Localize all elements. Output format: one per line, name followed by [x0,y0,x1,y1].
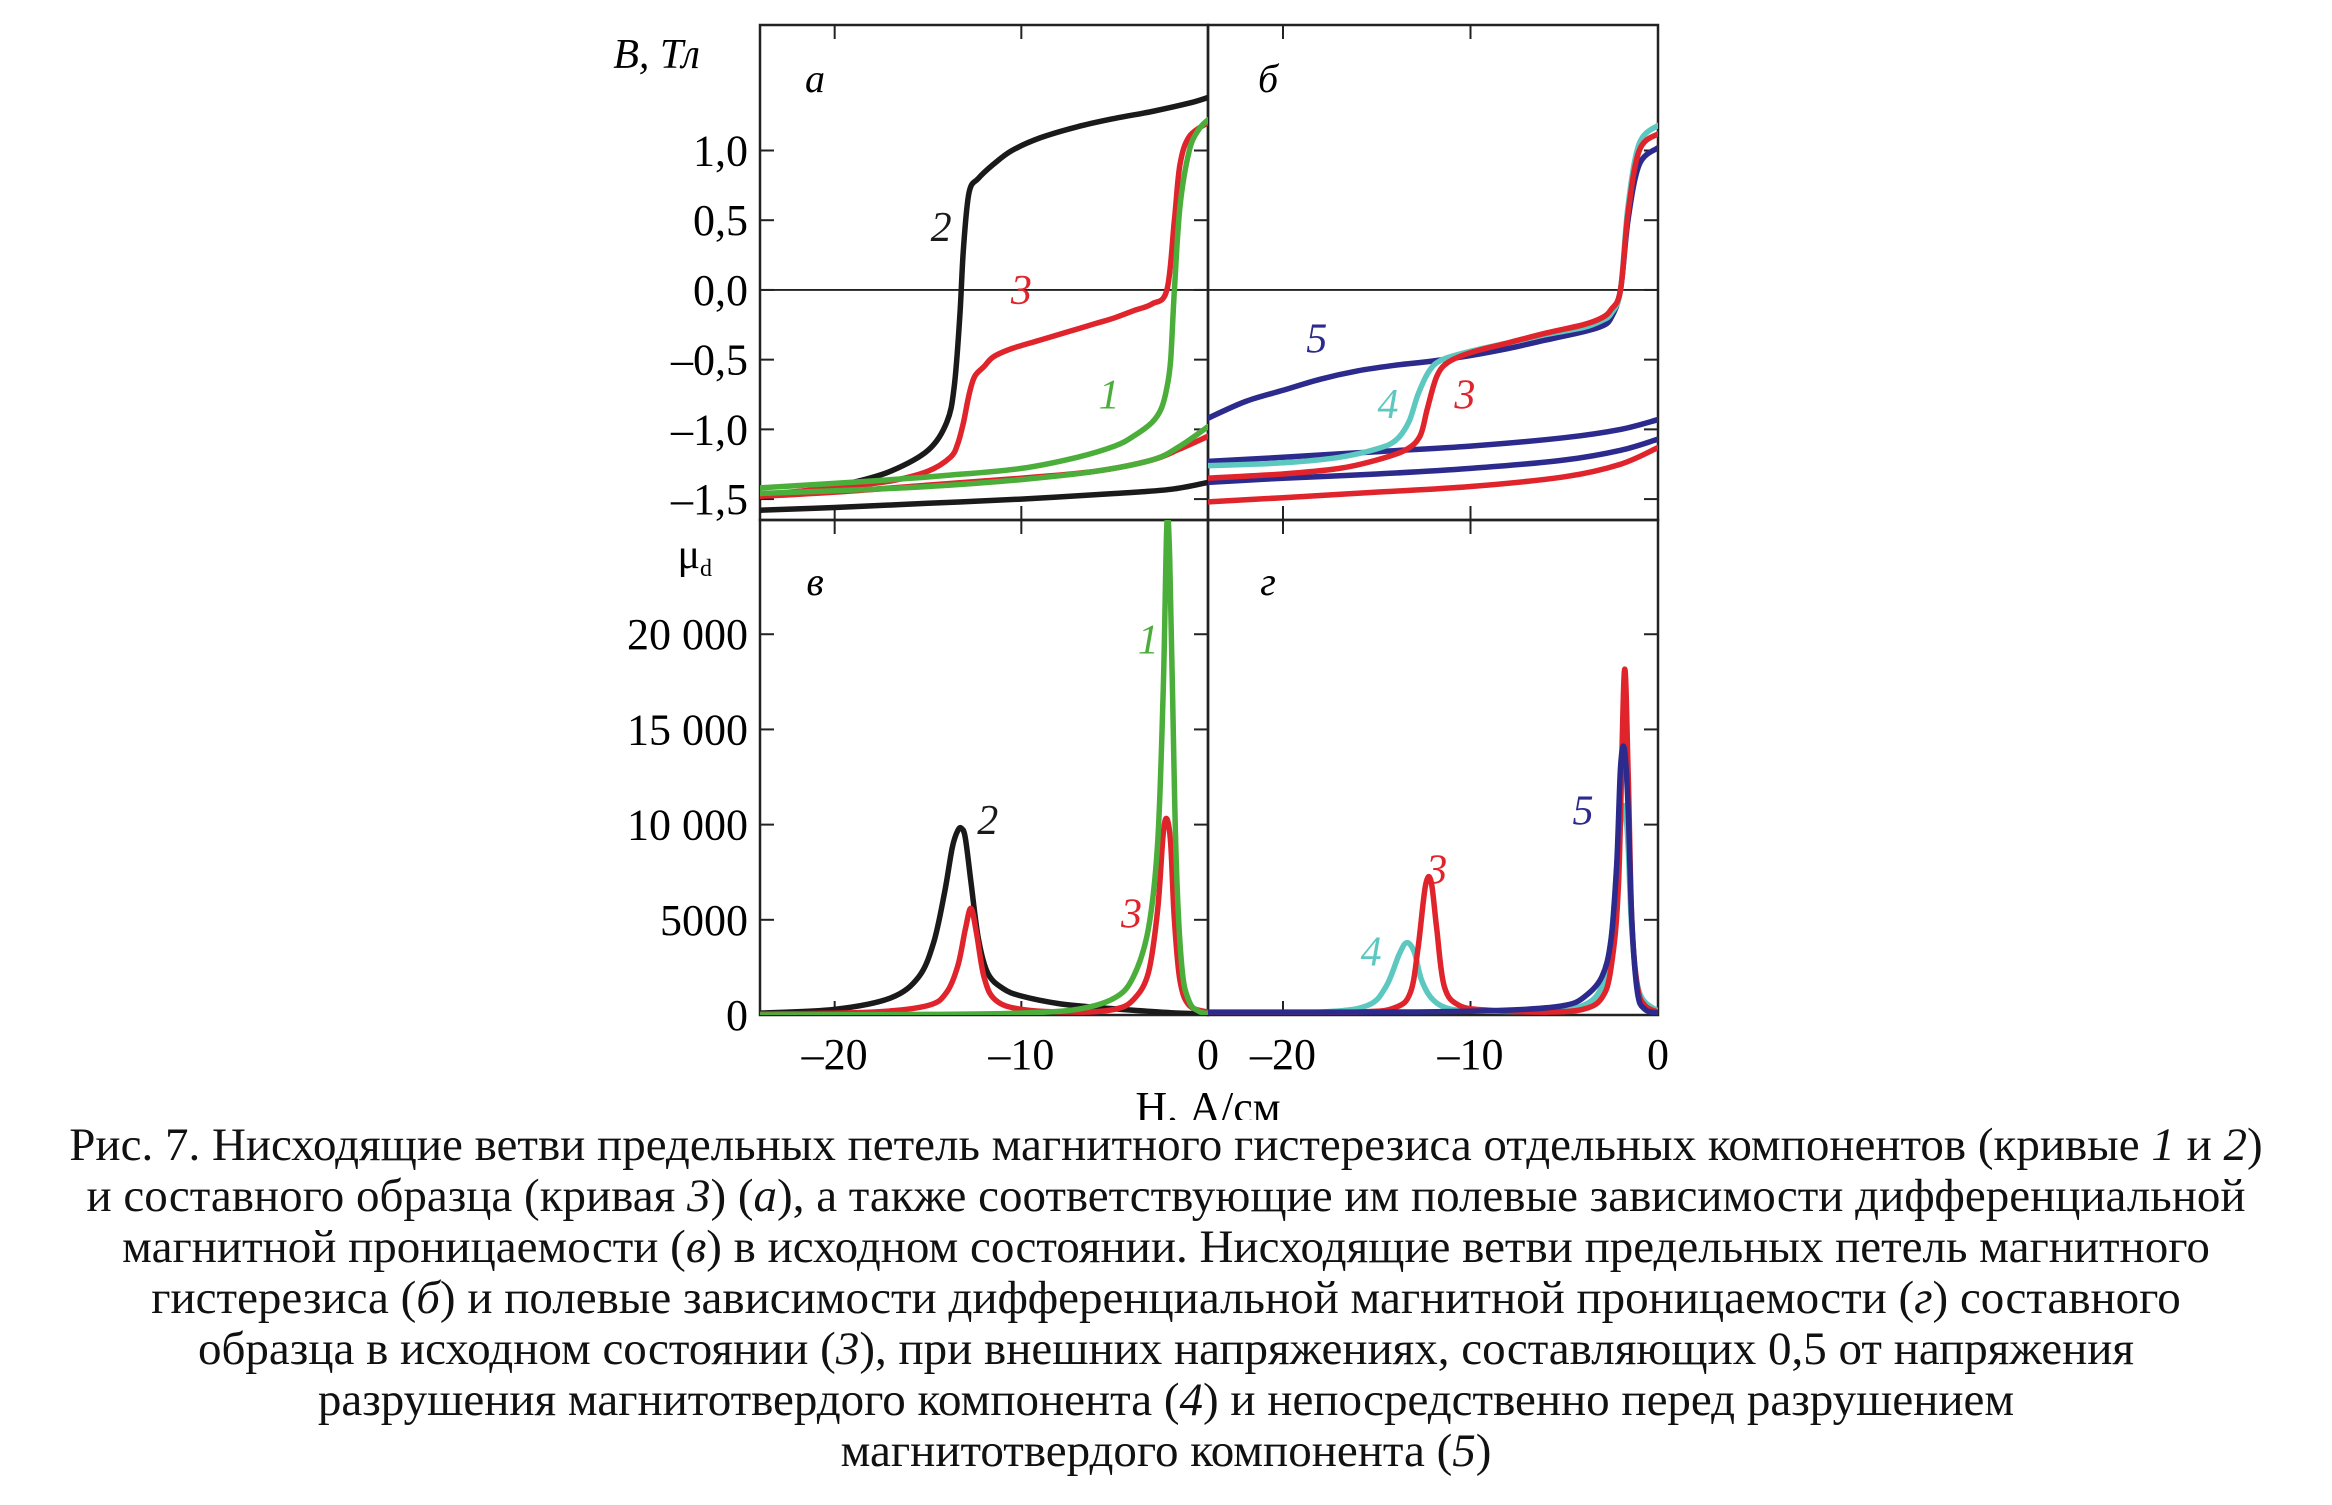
panel-letter-а: а [805,56,825,101]
curve-label-г-5: 5 [1573,789,1594,835]
caption-italic: 3 [686,1170,711,1222]
x-tick-label: –20 [801,1030,868,1079]
curve-б-3 [1208,131,1658,481]
curve-label-б-3: 3 [1453,372,1475,418]
x-axis-title: H, А/см [1135,1083,1280,1120]
curve-label-б-4: 4 [1378,382,1399,428]
caption-line-4: гистерезиса (б) и полевые зависимости ди… [151,1272,2181,1324]
axis-texts: B, Тл μd H, А/см [613,32,1280,1120]
x-tick-label: –20 [1249,1030,1316,1079]
curve-б-4 [1208,122,1658,469]
y-tick-label: –0,5 [670,336,748,385]
caption-italic: б [416,1272,440,1324]
caption-italic: 4 [1179,1374,1204,1426]
curve-г-5 [1208,743,1658,1015]
caption-line-1: Рис. 7. Нисходящие ветви предельных пете… [69,1119,2263,1171]
caption-italic: г [1914,1272,1933,1324]
caption-italic: 5 [1452,1425,1476,1477]
caption-italic: а [753,1170,778,1222]
x-tick-label: 0 [1647,1030,1669,1079]
curve-б-3 [1208,444,1658,505]
caption-line-6: разрушения магнитотвердого компонента (4… [317,1374,2015,1426]
caption-line-5: образца в исходном состоянии (3), при вн… [197,1323,2134,1375]
y-tick-label: 15 000 [627,705,748,754]
curve-в-1 [760,520,1208,1015]
curve-а-3 [760,119,1208,498]
y-tick-label: 10 000 [627,801,748,850]
x-tick-label: 0 [1197,1030,1219,1079]
curve-а-2 [760,479,1208,513]
y-tick-label: 20 000 [627,610,748,659]
y-axis-title-bottom: μd [677,532,712,582]
curves [760,94,1658,1015]
caption-italic: 2 [2223,1119,2248,1171]
curve-б-5 [1208,416,1658,465]
curve-а-2 [760,94,1208,500]
x-tick-label: –10 [987,1030,1054,1079]
panel-frame-а [758,23,1210,522]
curve-а-1 [760,117,1208,491]
curve-label-в-3: 3 [1120,891,1142,937]
y-tick-label: 0,5 [693,196,748,245]
caption-italic: 1 [2151,1119,2175,1171]
curve-label-в-1: 1 [1138,617,1159,663]
panel-letter-б: б [1258,56,1280,101]
y-tick-label: –1,0 [670,405,748,454]
curve-г-3 [1208,666,1658,1015]
y-tick-label: –1,5 [670,475,748,524]
plot-frames [758,23,1660,1017]
curve-label-а-3: 3 [1010,268,1032,314]
curve-б-5 [1208,144,1658,421]
caption-line-3: магнитной проницаемости (в) в исходном с… [122,1221,2210,1273]
panel-frame-г [1206,518,1660,1017]
curve-label-б-5: 5 [1306,317,1327,363]
caption-line-7: магнитотвердого компонента (5) [840,1425,1492,1477]
y-tick-label: 0 [726,991,748,1040]
caption-line-2: и составного образца (кривая 3) (а), а т… [86,1170,2246,1222]
y-tick-label: 1,0 [693,126,748,175]
panel-letter-г: г [1260,559,1276,604]
curve-label-г-4: 4 [1361,930,1382,976]
curve-в-3 [760,815,1208,1015]
panel-letter-в: в [806,559,823,604]
y-tick-label: 5000 [660,896,748,945]
panel-frame-в [758,518,1210,1017]
figure-caption: Рис. 7. Нисходящие ветви предельных пете… [0,1120,2332,1477]
curve-а-1 [760,423,1208,497]
x-tick-label: –10 [1437,1030,1504,1079]
curve-б-5 [1208,436,1658,486]
y-tick-label: 0,0 [693,266,748,315]
caption-italic: 3 [835,1323,860,1375]
curve-label-а-1: 1 [1099,372,1120,418]
curve-label-г-3: 3 [1425,848,1447,894]
curve-label-а-2: 2 [931,205,952,251]
y-axis-title-top: B, Тл [613,32,700,78]
caption-italic: в [685,1221,707,1273]
curve-label-в-2: 2 [977,798,998,844]
